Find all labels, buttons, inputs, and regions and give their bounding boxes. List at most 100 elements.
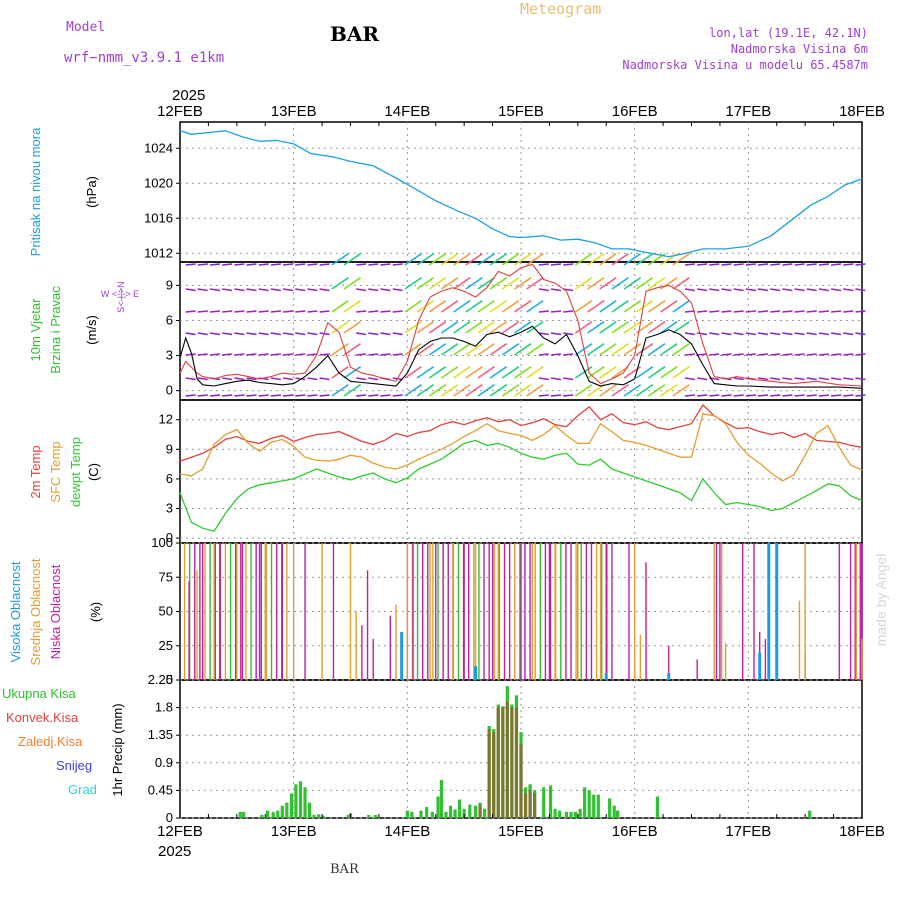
wind-arrow [855,263,866,266]
precip-bar-total [260,814,264,818]
wind-arrow [831,394,842,397]
precip-bar-total [458,799,462,818]
year-label-bottom: 2025 [158,843,191,860]
wind-arrow [684,353,696,356]
y-tick-label: 0 [166,383,173,398]
precip-bar-total [373,814,378,818]
wind-arrow [185,310,196,313]
wind-arrow [234,394,245,397]
wind-arrow [806,332,817,336]
wind-arrow [745,394,756,397]
wind-arrow [295,332,306,336]
wind-arrow [757,377,769,381]
wind-arrow [672,300,690,313]
wind-arrow [831,332,842,336]
precip-bar-total [265,810,270,818]
wind-arrow [806,263,817,266]
wind-arrow [209,310,221,313]
wind-arrow [295,377,306,381]
wind-arrow [745,263,756,266]
elevation-label: Nadmorska Visina 6m [730,42,868,56]
y-tick-label: 3 [166,500,173,515]
wind-arrow [246,394,257,397]
model-label: Model [66,20,106,35]
y-tick-label: 0 [166,810,173,825]
wind-arrow [550,288,562,292]
wind-arrow [416,277,435,290]
wind-arrow [635,366,654,379]
wind-arrow [209,394,221,397]
wind-arrow [246,377,257,381]
wind-arrow [270,310,281,313]
wind-arrow [770,353,781,356]
cloud-ylabel-high: Visoka Oblacnost [8,561,23,662]
wind-arrow [635,384,654,397]
precip-bar-total [346,814,350,818]
precip-bar-total [425,806,429,818]
wind-arrow [611,384,629,397]
cloud-ylabel-low: Niska Oblacnost [48,564,63,659]
wind-arrow [843,353,854,356]
wind-arrow [270,353,281,356]
wind-ylabel-2: Brzina i Pravac [48,286,63,374]
precip-bar-total [808,810,812,818]
wind-arrow [307,353,318,356]
y-tick-label: 1024 [144,140,173,155]
wind-arrow [428,343,447,356]
precip-bar-convective [496,707,500,818]
wind-arrow [489,253,508,266]
wind-arrow [465,384,483,397]
wind-arrow [234,332,245,336]
wind-arrow [818,263,829,266]
wind-arrow [745,288,756,292]
wind-arrow [648,277,666,290]
wind-arrow [733,353,744,356]
wind-arrow [733,263,744,266]
wind-arrow [782,394,793,397]
wind-arrow [246,332,257,336]
precip-bar-total [280,805,284,818]
wind-arrow [538,394,549,397]
wind-arrow [599,366,617,379]
y-tick-label: 75 [159,569,173,584]
wind-arrow [587,300,605,313]
wind-arrow [331,384,349,397]
precip-bar-total [436,796,440,818]
wind-arrow [343,277,361,290]
wind-arrow [794,353,805,356]
wind-arrow [818,377,829,381]
wind-arrow [782,288,793,292]
wind-arrow [319,353,330,356]
wind-arrow [684,288,696,292]
wind-arrow [721,288,732,292]
wind-arrow [501,366,520,379]
wind-arrow [222,310,233,313]
wind-arrow [794,377,805,381]
wind-arrow [295,310,306,313]
wind-arrow [368,310,379,313]
wind-arrow [392,263,403,266]
wind-arrow [380,394,391,397]
wind-arrow [574,277,593,290]
wind-arrow [697,332,708,336]
precip-bar-total [444,811,448,818]
wind-arrow [855,288,866,292]
wind-arrow [831,377,842,381]
wind-arrow [623,321,642,334]
wind-arrow [453,366,471,379]
precip-bar-total [312,814,316,818]
wind-arrow [709,288,720,292]
wind-arrow [757,263,769,266]
wind-arrow [697,353,708,356]
x-tick-label-top: 14FEB [384,103,430,120]
wind-arrow [209,353,221,356]
wind-arrow [404,343,422,356]
wind-arrow [806,288,817,292]
wind-arrow [514,384,532,397]
wind-arrow [283,263,294,266]
wind-arrow [806,353,817,356]
wind-arrow [574,366,593,379]
temp-ylabel-2m: 2m Temp [28,445,43,498]
panel-frame-wind [179,261,863,401]
x-tick-label-top: 15FEB [498,103,544,120]
